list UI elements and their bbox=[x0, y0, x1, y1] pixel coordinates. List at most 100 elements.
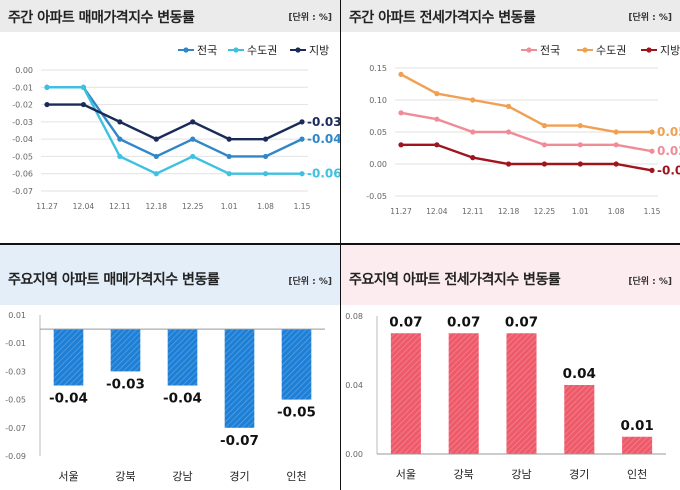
sale-weekly-y-tick-label: -0.06 bbox=[12, 170, 33, 179]
lease-weekly-series-line-2 bbox=[401, 143, 653, 172]
sale-region-chart: 0.01 -0.01 -0.03 -0.05 -0.07 -0.09 -0.04 서울 -0.0… bbox=[5, 311, 325, 483]
lease-region-bar bbox=[506, 333, 537, 454]
sale-weekly-point-0 bbox=[262, 153, 269, 160]
sale-region-bar-value-label: -0.03 bbox=[106, 376, 145, 392]
lease-region-bar-value-label: 0.04 bbox=[563, 366, 596, 382]
sale-weekly-end-label-2: -0.03 bbox=[307, 115, 342, 129]
sale-region-header: 주요지역 아파트 매매가격지수 변동률 [단위 : %] bbox=[0, 245, 340, 305]
sale-weekly-chart: 0.00-0.01-0.02-0.03-0.04-0.05-0.06-0.071… bbox=[12, 44, 342, 211]
sale-region-y-tick-label: -0.07 bbox=[5, 424, 26, 433]
horizontal-divider bbox=[0, 243, 680, 245]
lease-region-category-label: 강북 bbox=[454, 468, 474, 481]
lease-weekly-y-tick-label: 0.10 bbox=[369, 96, 387, 105]
lease-weekly-point-1 bbox=[649, 129, 655, 135]
sale-weekly-legend-label-0: 전국 bbox=[197, 44, 217, 57]
sale-region-bar-value-label: -0.07 bbox=[220, 433, 259, 449]
sale-weekly-x-tick-label: 1.01 bbox=[221, 202, 238, 211]
lease-weekly-point-0 bbox=[541, 142, 548, 148]
lease-weekly-y-tick-label: 0.15 bbox=[369, 64, 387, 73]
lease-weekly-point-2 bbox=[613, 161, 619, 167]
sale-weekly-point-0 bbox=[299, 136, 305, 142]
lease-weekly-point-1 bbox=[541, 123, 548, 129]
sale-weekly-point-2 bbox=[226, 136, 232, 142]
sale-weekly-point-0 bbox=[117, 136, 123, 142]
lease-weekly-point-2 bbox=[505, 161, 512, 167]
lease-region-category-label: 강남 bbox=[511, 468, 531, 481]
sale-region-category-label: 경기 bbox=[229, 470, 249, 483]
lease-weekly-point-0 bbox=[613, 142, 619, 148]
sale-weekly-point-0 bbox=[153, 153, 159, 160]
lease-region-chart: 0.08 0.04 0.00 0.07 서울 0.07 강북 0.07 강남 0.04 경기 0.01… bbox=[345, 312, 666, 481]
lease-weekly-point-0 bbox=[434, 116, 440, 122]
lease-weekly-legend-marker-1 bbox=[582, 47, 588, 53]
lease-weekly-y-tick-label: 0.00 bbox=[369, 160, 387, 169]
lease-region-bar bbox=[448, 333, 479, 454]
lease-weekly-x-tick-label: 12.25 bbox=[534, 207, 556, 216]
lease-weekly-point-1 bbox=[505, 103, 512, 109]
lease-region-unit: [단위 : %] bbox=[628, 277, 672, 287]
lease-weekly-legend-marker-2 bbox=[646, 47, 652, 53]
lease-weekly-y-tick-label: -0.05 bbox=[366, 192, 387, 201]
lease-region-bar bbox=[622, 436, 653, 454]
lease-weekly-x-tick-label: 12.11 bbox=[462, 207, 484, 216]
lease-region-category-label: 경기 bbox=[569, 468, 589, 481]
lease-region-bar-value-label: 0.07 bbox=[447, 314, 480, 330]
lease-region-y-tick-label: 0.00 bbox=[345, 450, 363, 459]
lease-weekly-point-1 bbox=[434, 91, 440, 97]
lease-weekly-point-0 bbox=[398, 110, 404, 116]
sale-weekly-legend-label-1: 수도권 bbox=[247, 44, 277, 57]
sale-region-y-tick-label: -0.01 bbox=[5, 339, 26, 348]
lease-weekly-point-2 bbox=[434, 142, 440, 148]
lease-region-category-label: 서울 bbox=[396, 468, 416, 481]
sale-weekly-series-line-1 bbox=[47, 86, 302, 176]
sale-region-unit: [단위 : %] bbox=[288, 277, 332, 287]
sale-weekly-y-tick-label: -0.05 bbox=[12, 152, 33, 161]
lease-region-category-label: 인천 bbox=[627, 467, 647, 481]
sale-weekly-header: 주간 아파트 매매가격지수 변동률 [단위 : %] bbox=[0, 0, 340, 32]
lease-weekly-series-line-0 bbox=[400, 111, 653, 153]
lease-weekly-point-1 bbox=[577, 123, 583, 129]
lease-weekly-point-2 bbox=[649, 167, 655, 173]
vertical-divider bbox=[340, 0, 341, 490]
sale-region-bar bbox=[224, 329, 255, 428]
sale-weekly-point-1 bbox=[153, 171, 159, 177]
lease-weekly-x-tick-label: 1.08 bbox=[608, 207, 625, 216]
lease-weekly-point-0 bbox=[470, 129, 476, 135]
lease-weekly-legend-label-0: 전국 bbox=[540, 44, 560, 57]
sale-weekly-panel: 주간 아파트 매매가격지수 변동률 [단위 : %] 0.00 -0.01 -0.0… bbox=[0, 0, 342, 243]
sale-weekly-point-1 bbox=[117, 153, 123, 160]
lease-weekly-legend-marker-0 bbox=[526, 47, 532, 53]
sale-region-bar-value-label: -0.04 bbox=[163, 391, 202, 407]
lease-weekly-point-2 bbox=[470, 155, 476, 161]
sale-region-y-tick-label: -0.09 bbox=[5, 452, 26, 461]
sale-weekly-title: 주간 아파트 매매가격지수 변동률 bbox=[8, 10, 195, 26]
sale-region-y-tick-label: -0.03 bbox=[5, 367, 26, 376]
sale-weekly-unit: [단위 : %] bbox=[288, 13, 332, 23]
sale-weekly-point-1 bbox=[44, 84, 50, 90]
sale-region-title: 주요지역 아파트 매매가격지수 변동률 bbox=[8, 272, 220, 288]
lease-weekly-point-1 bbox=[398, 71, 404, 77]
lease-weekly-legend-label-2: 지방 bbox=[660, 44, 680, 57]
lease-weekly-x-tick-label: 11.27 bbox=[390, 207, 412, 216]
sale-weekly-point-1 bbox=[190, 153, 196, 160]
lease-region-title: 주요지역 아파트 전세가격지수 변동률 bbox=[349, 272, 561, 288]
sale-region-bar-value-label: -0.05 bbox=[277, 405, 316, 421]
sale-region-bar bbox=[281, 329, 312, 400]
lease-region-y-tick-label: 0.04 bbox=[345, 381, 363, 390]
lease-weekly-series-line-1 bbox=[400, 73, 652, 134]
sale-region-category-label: 강북 bbox=[115, 470, 135, 483]
sale-weekly-legend-marker-1 bbox=[233, 47, 239, 53]
sale-region-y-tick-label: -0.05 bbox=[5, 396, 26, 405]
sale-weekly-y-tick-label: -0.02 bbox=[12, 101, 33, 110]
lease-region-header: 주요지역 아파트 전세가격지수 변동률 [단위 : %] bbox=[341, 245, 680, 305]
sale-weekly-series-line-2 bbox=[47, 103, 303, 141]
lease-weekly-x-tick-label: 12.18 bbox=[498, 207, 520, 216]
sale-weekly-x-tick-label: 12.18 bbox=[146, 202, 168, 211]
sale-weekly-series-line-0 bbox=[47, 86, 303, 158]
sale-weekly-point-0 bbox=[226, 153, 232, 160]
lease-weekly-end-label-0: 0.02 bbox=[657, 144, 680, 158]
lease-weekly-point-2 bbox=[398, 142, 404, 148]
sale-weekly-y-tick-label: -0.04 bbox=[12, 135, 33, 144]
sale-weekly-x-tick-label: 12.04 bbox=[73, 202, 95, 211]
